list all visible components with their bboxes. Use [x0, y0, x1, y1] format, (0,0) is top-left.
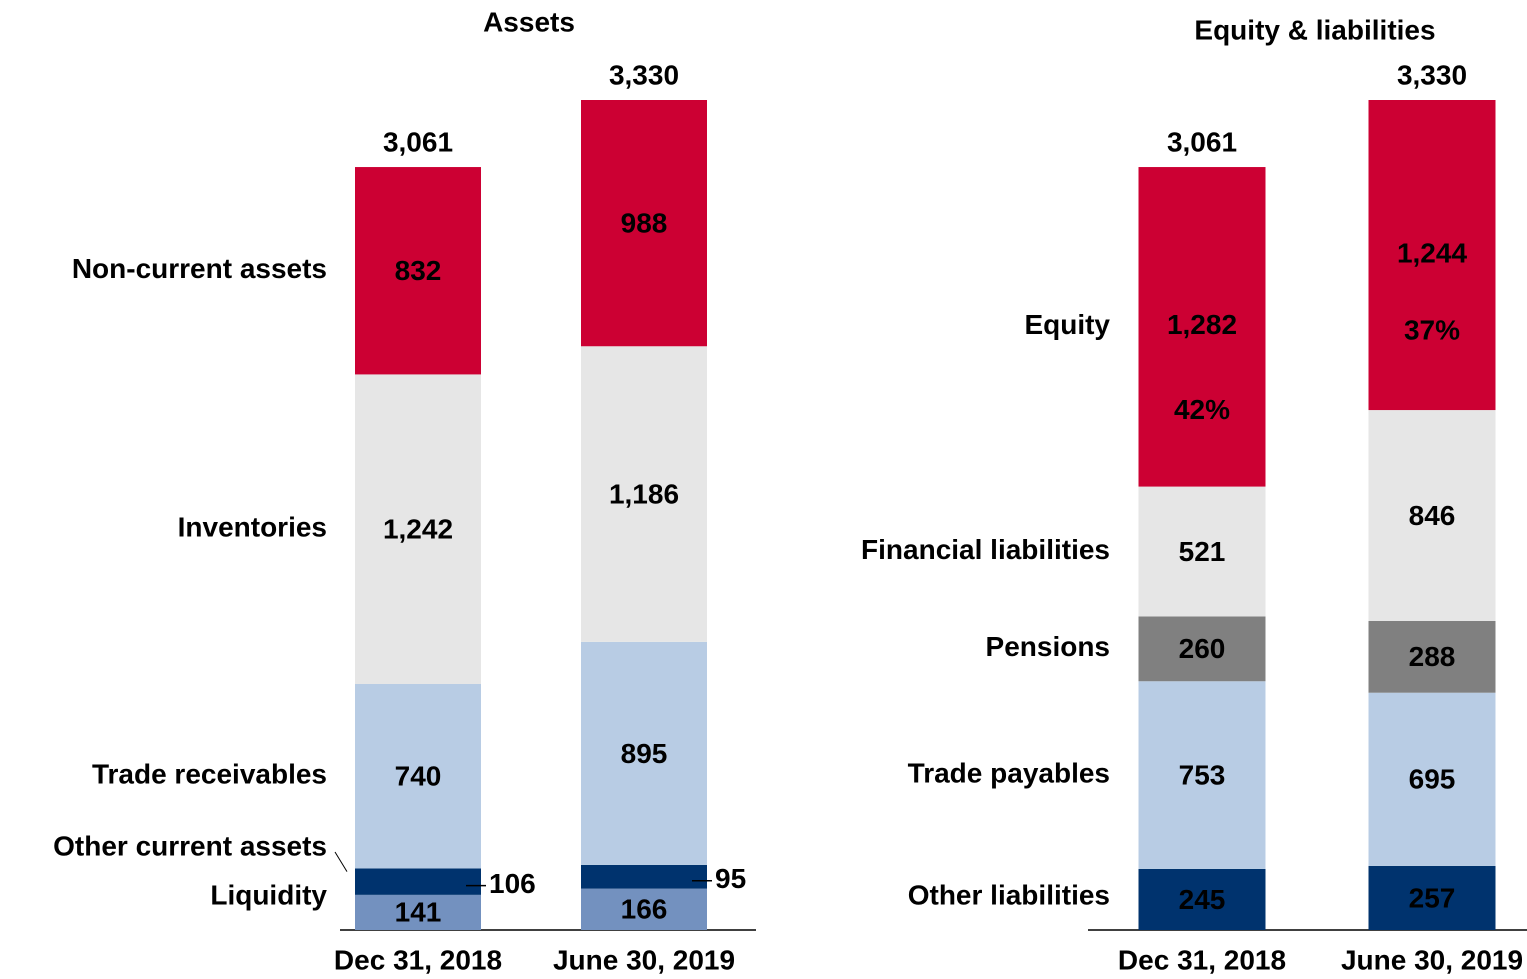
bar-segment [581, 864, 707, 889]
series-label: Equity [1024, 309, 1110, 340]
bar-segment [355, 167, 481, 375]
total-label: 3,061 [1167, 126, 1237, 157]
series-label: Non-current assets [72, 253, 327, 284]
value-label: 846 [1409, 500, 1456, 531]
series-label: Other liabilities [908, 879, 1110, 910]
bar-segment [1368, 100, 1496, 411]
bar-segment [1368, 410, 1496, 621]
value-label: 1,282 [1167, 309, 1237, 340]
value-label: 753 [1179, 759, 1226, 790]
value-label: 832 [395, 255, 442, 286]
value-label: 1,244 [1397, 237, 1467, 268]
series-label: Liquidity [210, 879, 327, 910]
bar-segment [355, 374, 481, 684]
bar-segment [1138, 868, 1266, 930]
bar-segment [355, 894, 481, 930]
bar-segment [581, 641, 707, 865]
total-label: 3,330 [609, 59, 679, 90]
value-label: 166 [621, 894, 668, 925]
value-label: 95 [715, 863, 746, 894]
chart-title: Equity & liabilities [1194, 14, 1435, 45]
bar-segment [1368, 865, 1496, 930]
leader-line [334, 851, 348, 872]
annotation: 42% [1174, 394, 1230, 425]
value-label: 257 [1409, 882, 1456, 913]
bar-segment [355, 683, 481, 869]
series-label: Inventories [178, 512, 327, 543]
value-label: 141 [395, 896, 442, 927]
value-label: 1,242 [383, 514, 453, 545]
series-label: Financial liabilities [861, 534, 1110, 565]
value-label: 245 [1179, 884, 1226, 915]
chart-title: Assets [483, 6, 575, 37]
total-label: 3,330 [1397, 59, 1467, 90]
series-label: Trade payables [908, 757, 1110, 788]
series-label: Trade receivables [92, 759, 327, 790]
value-label: 740 [395, 761, 442, 792]
value-label: 895 [621, 738, 668, 769]
x-tick-label: June 30, 2019 [553, 944, 735, 975]
bar-segment [1138, 616, 1266, 682]
bar-segment [1138, 681, 1266, 869]
annotation: 37% [1404, 314, 1460, 345]
x-tick-label: June 30, 2019 [1341, 944, 1523, 975]
bar-segment [1368, 620, 1496, 693]
total-label: 3,061 [383, 126, 453, 157]
x-tick-label: Dec 31, 2018 [1118, 944, 1286, 975]
value-label: 521 [1179, 536, 1226, 567]
bar-segment [355, 868, 481, 895]
value-label: 106 [489, 868, 536, 899]
bar-segment [581, 888, 707, 930]
value-label: 1,186 [609, 478, 679, 509]
series-label: Other current assets [53, 830, 327, 861]
bar-segment [581, 346, 707, 642]
bar-segment [581, 100, 707, 347]
bar-segment [1368, 692, 1496, 866]
x-tick-label: Dec 31, 2018 [334, 944, 502, 975]
bar-segment [1138, 167, 1266, 487]
bar-segment [1138, 486, 1266, 617]
value-label: 260 [1179, 633, 1226, 664]
value-label: 988 [621, 208, 668, 239]
value-label: 288 [1409, 641, 1456, 672]
value-label: 695 [1409, 764, 1456, 795]
series-label: Pensions [986, 631, 1110, 662]
